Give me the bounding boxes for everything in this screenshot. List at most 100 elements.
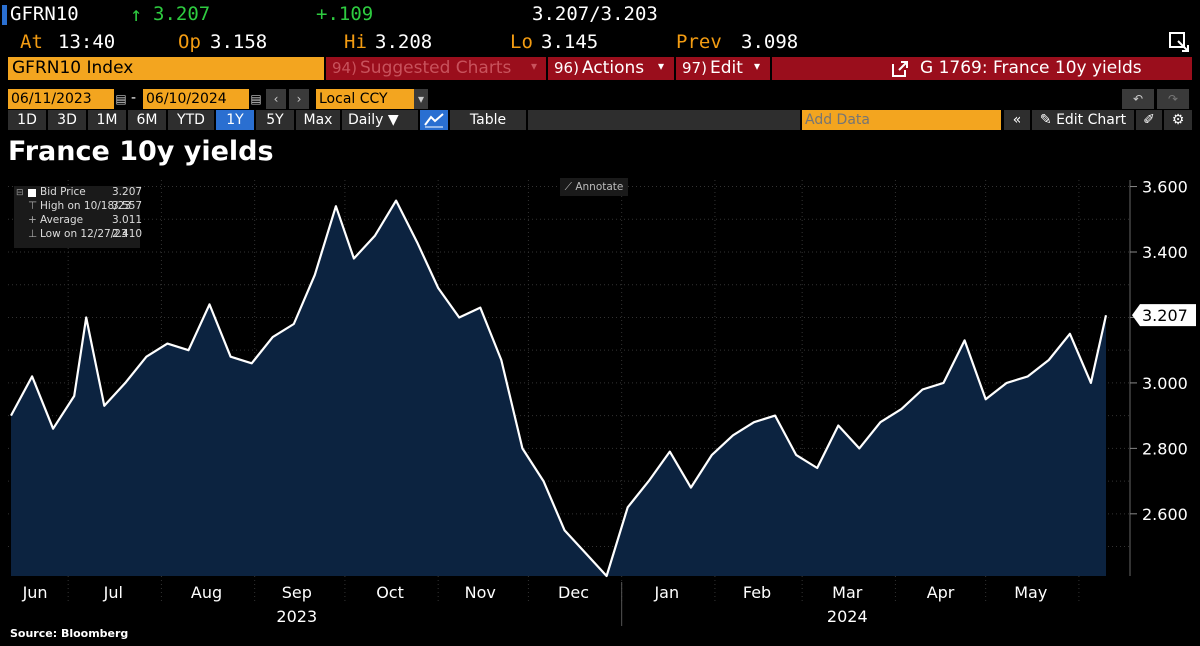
x-tick-label: Mar (832, 583, 863, 602)
security-text: GFRN10 Index (12, 58, 134, 78)
chevron-down-icon[interactable]: ▾ (414, 89, 428, 109)
chevron-down-icon: ▾ (754, 59, 761, 73)
suggested-charts-label: Suggested Charts (360, 58, 512, 78)
y-tick-label: 3.000 (1142, 374, 1188, 393)
y-tick-label: 3.600 (1142, 178, 1188, 197)
x-tick-label: Apr (927, 583, 955, 602)
at-value: 13:40 (58, 31, 116, 53)
low-marker-icon: ⊥ (28, 228, 38, 240)
range-1d[interactable]: 1D (8, 110, 46, 130)
y-tick-label: 2.800 (1142, 439, 1188, 458)
calendar-icon[interactable]: ▤ (114, 89, 128, 109)
redo-icon[interactable]: ↷ (1157, 89, 1189, 109)
undo-icon[interactable]: ↶ (1122, 89, 1154, 109)
table-button[interactable]: Table (450, 110, 526, 130)
x-tick-label: Jan (653, 583, 679, 602)
annotate-label: Annotate (575, 181, 624, 193)
high-value: 3.208 (375, 31, 433, 53)
actions-button[interactable]: 96) Actions ▾ (548, 57, 674, 80)
line-chart-icon[interactable] (420, 110, 448, 130)
x-tick-label: Nov (465, 583, 496, 602)
annotate-icon: ⟋ (564, 181, 572, 193)
low-value: 3.145 (541, 31, 599, 53)
x-tick-label: Jul (103, 583, 123, 602)
net-change: +.109 (316, 3, 374, 25)
frequency-label: Daily (348, 112, 384, 128)
legend-average-value: 3.011 (112, 214, 143, 226)
chart-title: France 10y yields (8, 136, 274, 167)
y-tick-label: 3.400 (1142, 243, 1188, 262)
series-line-bid-price (10, 199, 1108, 578)
security-field[interactable]: GFRN10 Index (8, 57, 324, 80)
range-bar-spacer (528, 110, 800, 130)
legend-toggle-icon[interactable]: ⊟ (16, 188, 24, 198)
open-label: Op (178, 31, 201, 53)
range-max[interactable]: Max (296, 110, 340, 130)
average-marker-icon: + (28, 214, 37, 226)
previous-arrow-icon[interactable]: ‹ (266, 89, 286, 109)
prev-value: 3.098 (741, 31, 799, 53)
external-link-icon[interactable] (890, 59, 910, 79)
end-date-input[interactable]: 06/10/2024 (143, 89, 250, 109)
actions-number: 96) (554, 59, 579, 77)
edit-button[interactable]: 97) Edit ▾ (676, 57, 770, 80)
source-note: Source: Bloomberg (10, 627, 129, 640)
series-swatch (28, 189, 36, 197)
function-title-bar: G 1769: France 10y yields (772, 57, 1192, 80)
currency-select[interactable]: Local CCY (316, 89, 415, 109)
legend-bid-label: Bid Price (40, 186, 86, 198)
x-tick-label: Dec (558, 583, 589, 602)
x-tick-label: May (1014, 583, 1047, 602)
y-tick-label: 2.600 (1142, 505, 1188, 524)
ticker-marker (2, 5, 7, 25)
range-5y[interactable]: 5Y (256, 110, 294, 130)
legend-low-value: 2.410 (112, 228, 143, 240)
edit-chart-label: Edit Chart (1056, 112, 1127, 128)
last-value-box (1132, 304, 1196, 327)
range-ytd[interactable]: YTD (168, 110, 214, 130)
start-date-input[interactable]: 06/11/2023 (8, 89, 115, 109)
at-label: At (20, 31, 43, 53)
legend-high-value: 3.557 (112, 200, 143, 212)
collapse-icon[interactable]: « (1004, 110, 1030, 130)
popout-icon[interactable] (1168, 31, 1190, 53)
high-label: Hi (344, 31, 367, 53)
function-title: G 1769: France 10y yields (920, 58, 1142, 78)
annotate-button[interactable]: ⟋ Annotate (560, 178, 628, 196)
last-value-label: 3.207 (1142, 306, 1188, 325)
edit-number: 97) (682, 59, 707, 77)
x-tick-label: Sep (282, 583, 312, 602)
chart-settings-icon[interactable]: ✐ (1136, 110, 1162, 130)
last-price: 3.207 (153, 3, 211, 25)
open-value: 3.158 (210, 31, 268, 53)
x-tick-label: Oct (376, 583, 404, 602)
edit-chart-button[interactable]: ✎ Edit Chart (1032, 110, 1134, 130)
quote-header: GFRN10 ↑ 3.207 +.109 3.207/3.203 (0, 0, 1200, 30)
up-arrow-icon: ↑ (130, 2, 143, 26)
range-1m[interactable]: 1M (88, 110, 126, 130)
legend-low-label: Low on 12/27/23 (40, 228, 128, 240)
ticker-symbol[interactable]: GFRN10 (10, 3, 79, 25)
frequency-select[interactable]: Daily ▼ (342, 110, 418, 130)
suggested-charts-number: 94) (332, 59, 357, 77)
x-tick-label: Aug (191, 583, 222, 602)
pencil-icon: ✎ (1039, 112, 1052, 128)
range-1y[interactable]: 1Y (216, 110, 254, 130)
calendar-icon[interactable]: ▤ (249, 89, 263, 109)
gear-icon[interactable]: ⚙ (1164, 110, 1192, 130)
range-bar: 1D 3D 1M 6M YTD 1Y 5Y Max Daily ▼ Table … (0, 110, 1200, 132)
range-6m[interactable]: 6M (128, 110, 166, 130)
range-3d[interactable]: 3D (48, 110, 86, 130)
chevron-down-icon: ▾ (658, 59, 665, 73)
chart-legend: ⊟ Bid Price 3.207 ⊤ High on 10/18/23 3.5… (14, 186, 143, 248)
suggested-charts-button[interactable]: 94) Suggested Charts ▾ (326, 57, 546, 80)
yield-chart[interactable]: 2.6002.8003.0003.2003.4003.6003.207JunJu… (0, 172, 1200, 626)
caret-down-icon: ▼ (387, 112, 399, 128)
add-data-input[interactable] (802, 110, 1001, 130)
next-arrow-icon[interactable]: › (289, 89, 309, 109)
series-area (11, 200, 1106, 576)
date-range-bar: 06/11/2023 ▤ - 06/10/2024 ▤ ‹ › Local CC… (0, 88, 1200, 110)
date-separator: - (131, 90, 137, 106)
x-year-label: 2023 (276, 607, 317, 626)
low-label: Lo (510, 31, 533, 53)
